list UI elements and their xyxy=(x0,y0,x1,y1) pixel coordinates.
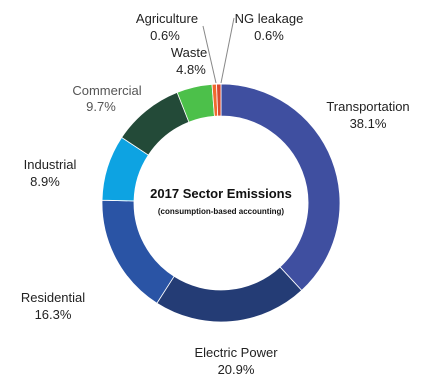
slice-ng-leakage xyxy=(217,84,221,116)
label-residential-name: Residential xyxy=(21,290,85,305)
label-ng-leakage-value: 0.6% xyxy=(254,28,284,43)
slice-electric-power xyxy=(157,267,302,322)
leader-line-ng-leakage xyxy=(221,18,234,83)
label-electric-power-name: Electric Power xyxy=(194,345,278,360)
label-ng-leakage-name: NG leakage xyxy=(235,11,304,26)
label-transportation-value: 38.1% xyxy=(350,116,387,131)
chart-title: 2017 Sector Emissions xyxy=(150,186,292,201)
label-agriculture-value: 0.6% xyxy=(150,28,180,43)
label-transportation-name: Transportation xyxy=(326,99,409,114)
label-commercial-name: Commercial xyxy=(72,83,141,98)
label-waste-value: 4.8% xyxy=(176,62,206,77)
label-agriculture-name: Agriculture xyxy=(136,11,198,26)
label-industrial-value: 8.9% xyxy=(30,174,60,189)
label-commercial-value: 9.7% xyxy=(86,99,116,114)
label-electric-power-value: 20.9% xyxy=(218,362,255,377)
label-residential-value: 16.3% xyxy=(35,307,72,322)
chart-subtitle: (consumption-based accounting) xyxy=(158,207,285,216)
donut-slices xyxy=(102,84,340,322)
label-industrial-name: Industrial xyxy=(24,157,77,172)
label-waste-name: Waste xyxy=(171,45,207,60)
